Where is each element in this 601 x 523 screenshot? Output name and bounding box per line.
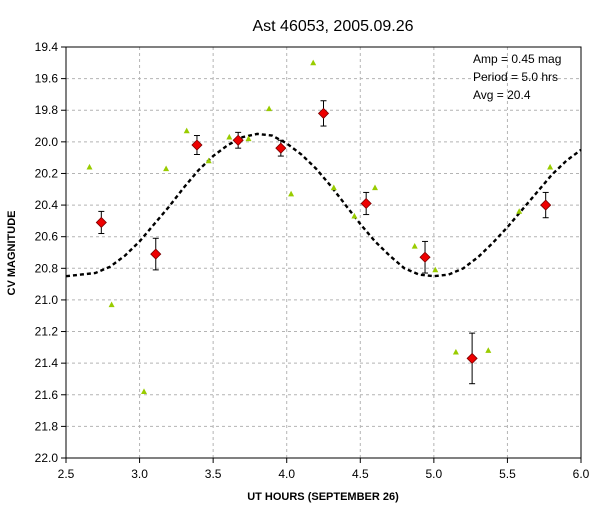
triangle-point <box>288 190 295 197</box>
annotation-avg: Avg = 20.4 <box>473 88 531 102</box>
sinusoidal-fit-line <box>65 132 582 278</box>
x-tick-label: 6.0 <box>573 467 590 481</box>
chart-title: Ast 46053, 2005.09.26 <box>252 18 413 35</box>
red-diamond-series <box>95 100 552 385</box>
triangle-point <box>205 157 212 164</box>
x-tick-label: 2.5 <box>58 467 75 481</box>
triangle-point <box>310 59 317 66</box>
triangle-point <box>163 165 170 172</box>
diamond-point <box>232 134 244 146</box>
annotation-period: Period = 5.0 hrs <box>473 70 558 84</box>
green-triangle-series <box>86 59 554 394</box>
triangle-point <box>452 348 459 355</box>
fit-annotation: Amp = 0.45 mag Period = 5.0 hrs Avg = 20… <box>473 52 561 102</box>
y-axis-ticks: 19.4 19.6 19.8 20.0 20.2 20.4 20.6 20.8 21.0 21.2… <box>35 40 66 465</box>
triangle-point <box>547 163 554 170</box>
diamond-point <box>466 352 478 364</box>
y-tick-label: 20.0 <box>35 135 59 149</box>
x-tick-label: 4.5 <box>352 467 369 481</box>
triangle-point <box>86 163 93 170</box>
diamond-point <box>95 216 107 229</box>
triangle-point <box>411 243 418 249</box>
diamond-point <box>419 251 431 263</box>
diamond-point <box>191 139 203 151</box>
triangle-point <box>266 105 273 112</box>
triangle-point <box>372 184 378 191</box>
y-tick-label: 19.4 <box>35 40 59 54</box>
diamond-point <box>360 197 372 210</box>
triangle-point <box>141 388 147 394</box>
y-tick-label: 19.8 <box>35 103 59 117</box>
diamond-point <box>317 107 330 119</box>
x-tick-label: 5.0 <box>426 467 443 481</box>
y-tick-label: 20.2 <box>35 166 59 180</box>
y-tick-label: 20.4 <box>35 198 59 212</box>
x-axis-ticks: 2.5 3.0 3.5 4.0 4.5 5.0 5.5 6.0 <box>58 458 590 481</box>
triangle-point <box>226 133 233 140</box>
triangle-point <box>516 208 523 214</box>
annotation-amp: Amp = 0.45 mag <box>473 52 561 66</box>
triangle-point <box>432 266 439 273</box>
triangle-point <box>108 301 115 308</box>
x-axis-label: UT HOURS (SEPTEMBER 26) <box>247 491 399 503</box>
x-tick-label: 3.0 <box>131 467 148 481</box>
y-tick-label: 21.4 <box>35 356 59 370</box>
triangle-point <box>330 184 337 191</box>
y-tick-label: 20.8 <box>35 261 59 275</box>
diamond-point <box>275 142 287 154</box>
y-tick-label: 22.0 <box>35 451 59 465</box>
triangle-point <box>183 127 190 134</box>
y-axis-label: CV MAGNITUDE <box>6 211 18 296</box>
x-tick-label: 5.5 <box>499 467 516 481</box>
x-tick-label: 3.5 <box>205 467 222 481</box>
y-tick-label: 21.6 <box>35 388 59 402</box>
plot-area <box>65 46 582 459</box>
diamond-point <box>540 199 552 211</box>
x-tick-label: 4.0 <box>278 467 295 481</box>
diamond-point <box>150 248 162 260</box>
triangle-point <box>351 212 358 219</box>
y-tick-label: 20.6 <box>35 230 59 244</box>
y-tick-label: 21.0 <box>35 293 59 307</box>
y-tick-label: 21.8 <box>35 419 59 433</box>
triangle-point <box>485 347 492 353</box>
triangle-point <box>245 135 252 142</box>
y-tick-label: 19.6 <box>35 72 59 86</box>
y-tick-label: 21.2 <box>35 325 59 339</box>
grid-lines <box>66 47 581 458</box>
